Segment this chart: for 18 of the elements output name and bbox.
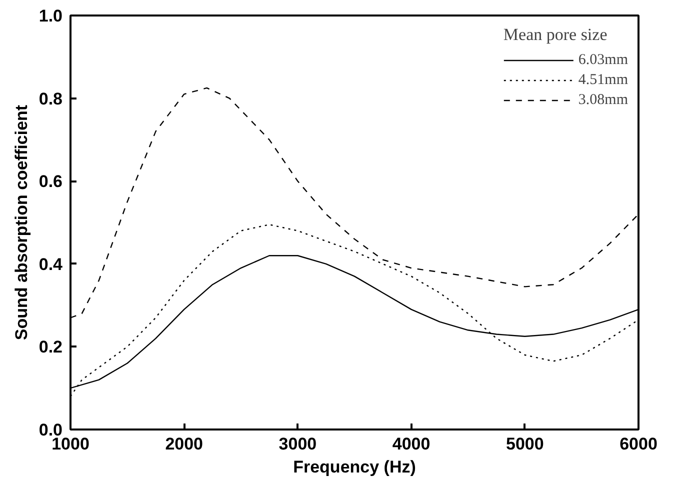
line-series bbox=[70, 224, 638, 397]
x-tick-label: 6000 bbox=[620, 434, 658, 454]
x-axis-title: Frequency (Hz) bbox=[293, 458, 416, 476]
y-tick-label: 1.0 bbox=[38, 6, 63, 26]
x-tick-label: 5000 bbox=[506, 434, 544, 454]
legend-title: Mean pore size bbox=[503, 25, 608, 45]
x-tick-label: 2000 bbox=[165, 434, 204, 454]
legend-label: 6.03mm bbox=[578, 52, 628, 68]
y-axis-title: Sound absorption coefficient bbox=[12, 104, 31, 340]
x-tick-label: 4000 bbox=[392, 434, 430, 454]
legend-label: 3.08mm bbox=[578, 92, 628, 108]
x-tick-label: 1000 bbox=[52, 434, 90, 454]
y-tick-label: 0.6 bbox=[38, 172, 63, 192]
legend-label: 4.51mm bbox=[578, 72, 628, 88]
y-tick-label: 0.8 bbox=[38, 89, 63, 108]
x-tick-label: 3000 bbox=[278, 434, 317, 454]
y-tick-label: 0.4 bbox=[38, 254, 64, 274]
y-tick-label: 0.2 bbox=[38, 338, 63, 357]
